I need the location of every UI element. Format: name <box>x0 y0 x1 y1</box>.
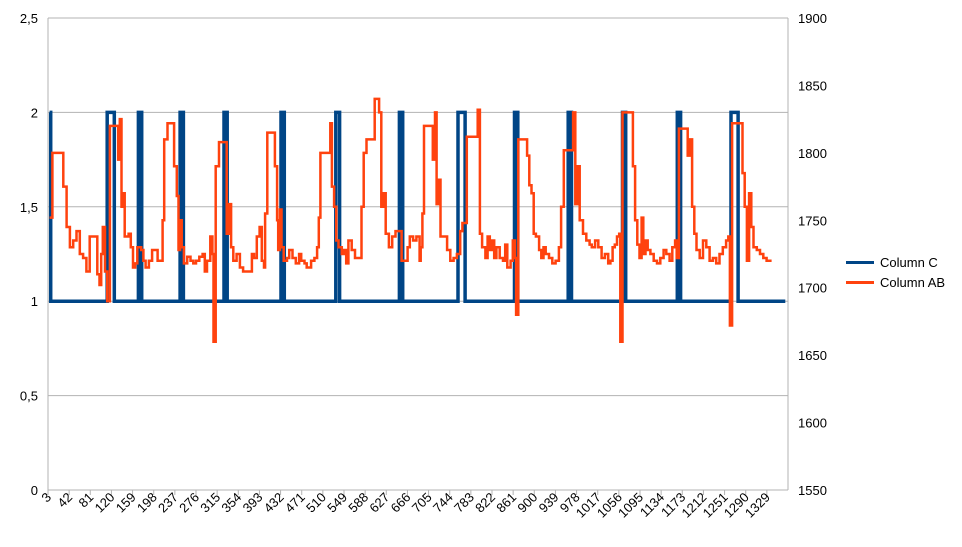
y-left-tick-label: 2,5 <box>20 11 38 26</box>
x-tick-label: 159 <box>113 490 139 516</box>
x-tick-label: 237 <box>155 490 181 516</box>
x-tick-label: 393 <box>240 490 266 516</box>
y-right-tick-label: 1600 <box>798 416 827 431</box>
x-tick-label: 666 <box>388 490 414 516</box>
legend-item-series-2: Column AB <box>846 272 945 292</box>
x-tick-label: 744 <box>430 490 456 516</box>
y-right-tick-label: 1900 <box>798 11 827 26</box>
x-tick-label: 1329 <box>742 490 773 521</box>
x-tick-label: 705 <box>409 490 435 516</box>
legend-swatch-series-2 <box>846 280 874 284</box>
legend: Column C Column AB <box>846 252 945 292</box>
x-tick-label: 432 <box>261 490 287 516</box>
series-line-2 <box>49 97 772 343</box>
x-tick-label: 42 <box>54 490 75 511</box>
y-axis-left-tick-labels: 0 0,5 1 1,5 2 2,5 <box>20 11 38 498</box>
y-left-tick-label: 0,5 <box>20 389 38 404</box>
y-right-tick-label: 1700 <box>798 281 827 296</box>
x-tick-label: 315 <box>197 490 223 516</box>
legend-swatch-series-1 <box>846 260 874 264</box>
legend-label-series-2: Column AB <box>880 274 946 290</box>
x-tick-label: 783 <box>451 490 477 516</box>
series-line-1 <box>48 110 786 303</box>
y-left-tick-label: 2 <box>31 105 38 120</box>
x-tick-label: 510 <box>303 490 329 516</box>
x-tick-label: 3 <box>38 490 54 506</box>
y-right-tick-label: 1800 <box>798 146 827 161</box>
x-tick-label: 471 <box>282 490 308 516</box>
legend-item-series-1: Column C <box>846 252 945 272</box>
x-tick-label: 939 <box>536 490 562 516</box>
y-right-tick-label: 1550 <box>798 483 827 498</box>
x-tick-label: 549 <box>324 490 350 516</box>
legend-label-series-1: Column C <box>880 254 938 270</box>
x-tick-label: 354 <box>218 490 244 516</box>
y-axis-right-tick-labels: 1550 1600 1650 1700 1750 1800 1850 1900 <box>798 11 827 498</box>
y-right-tick-label: 1750 <box>798 213 827 228</box>
y-right-tick-label: 1650 <box>798 348 827 363</box>
x-tick-label: 900 <box>514 490 540 516</box>
y-left-tick-label: 1 <box>31 294 38 309</box>
y-right-tick-label: 1850 <box>798 78 827 93</box>
x-tick-label: 588 <box>345 490 371 516</box>
x-tick-label: 627 <box>366 490 392 516</box>
y-left-tick-label: 1,5 <box>20 200 38 215</box>
x-axis-tick-labels: 3 42 8112015919823727631535439343247151054… <box>38 490 773 521</box>
axes <box>47 18 789 495</box>
x-tick-label: 198 <box>134 490 160 516</box>
x-tick-label: 120 <box>92 490 118 516</box>
x-tick-label: 822 <box>472 490 498 516</box>
x-tick-label: 861 <box>493 490 519 516</box>
series-lines <box>48 97 786 343</box>
x-tick-label: 276 <box>176 490 202 516</box>
y-left-tick-label: 0 <box>31 483 38 498</box>
